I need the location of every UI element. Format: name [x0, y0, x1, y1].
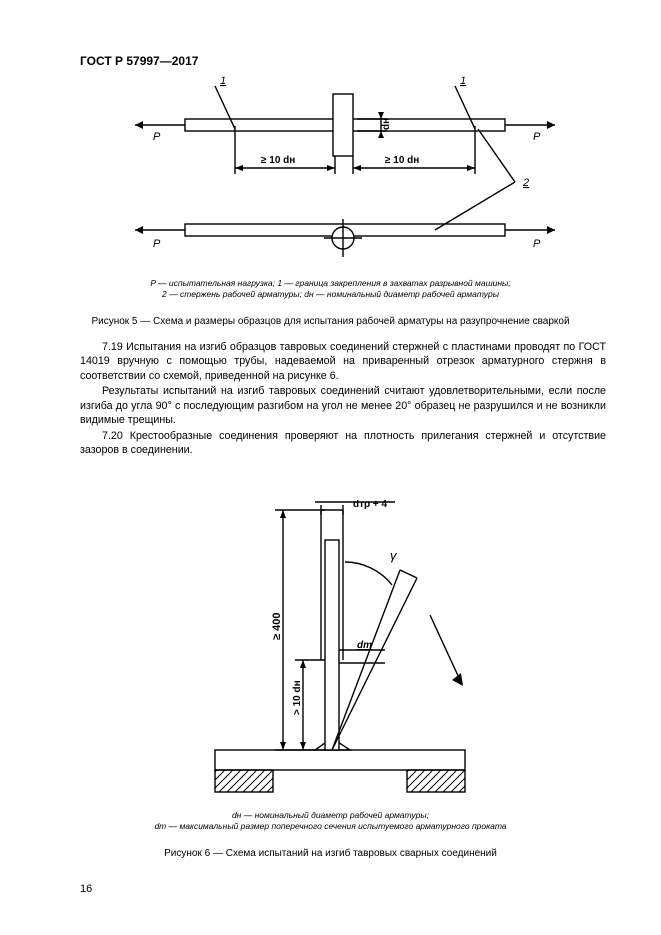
- fig6-gamma: γ: [390, 548, 398, 563]
- fig5-label-1b: 1: [460, 75, 466, 87]
- figure-6: dтр + 4 ≥ 400 > 10 dн dm γ: [175, 500, 505, 800]
- page-number: 16: [80, 883, 92, 895]
- fig6-dim-400: ≥ 400: [271, 613, 283, 640]
- figure-6-title: Рисунок 6 — Схема испытаний на изгиб тав…: [0, 848, 661, 859]
- para-7-19b: Результаты испытаний на изгиб тавровых с…: [80, 384, 606, 427]
- doc-id: ГОСТ Р 57997—2017: [80, 54, 198, 68]
- fig5-label-1: 1: [220, 75, 226, 87]
- body-text: 7.19 Испытания на изгиб образцов тавровы…: [80, 340, 606, 459]
- fig6-dim-dm: dm: [357, 640, 372, 651]
- fig5-cap-2: 2 — стержень рабочей арматуры; dн — номи…: [162, 289, 499, 299]
- figure-6-caption: dн — номинальный диаметр рабочей арматур…: [0, 810, 661, 833]
- fig5-dim-left: ≥ 10 dн: [261, 155, 295, 166]
- fig5-label-p-tl: P: [153, 131, 161, 143]
- fig6-cap-1: dн — номинальный диаметр рабочей арматур…: [232, 810, 429, 820]
- figure-5-caption: P — испытательная нагрузка; 1 — граница …: [0, 278, 661, 301]
- figure-5: 1 1 2 P P P P ≥ 10 dн ≥ 10 dн dн: [135, 74, 555, 269]
- page: ГОСТ Р 57997—2017: [0, 0, 661, 935]
- fig5-label-2: 2: [522, 177, 529, 189]
- para-7-19: 7.19 Испытания на изгиб образцов тавровы…: [80, 340, 606, 383]
- fig5-dim-right: ≥ 10 dн: [385, 155, 419, 166]
- fig5-cap-1: P — испытательная нагрузка; 1 — граница …: [150, 278, 510, 288]
- fig5-dim-dn: dн: [381, 118, 392, 130]
- figure-5-title: Рисунок 5 — Схема и размеры образцов для…: [0, 316, 661, 327]
- fig6-dim-top: dтр + 4: [353, 500, 388, 510]
- fig6-cap-2: dm — максимальный размер поперечного сеч…: [154, 821, 506, 831]
- fig6-dim-10dn: > 10 dн: [292, 680, 303, 715]
- para-7-20: 7.20 Крестообразные соединения проверяют…: [80, 429, 606, 458]
- fig5-label-p-tr: P: [533, 131, 541, 143]
- fig5-label-p-br: P: [533, 238, 541, 250]
- fig5-label-p-bl: P: [153, 238, 161, 250]
